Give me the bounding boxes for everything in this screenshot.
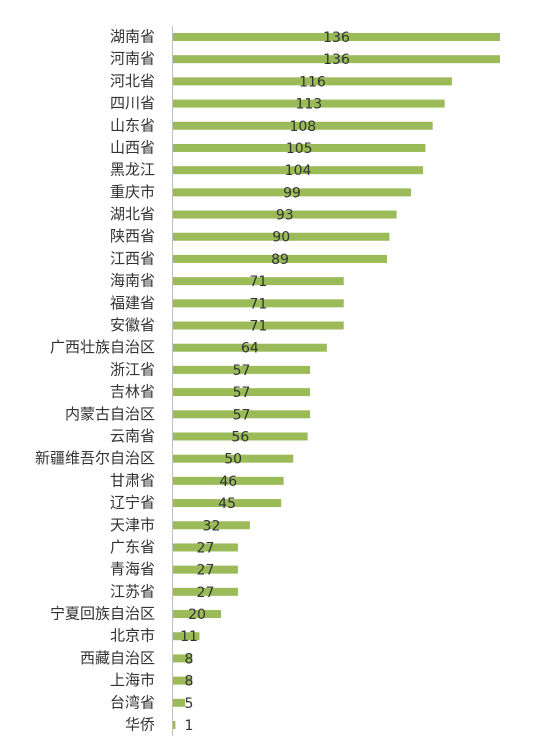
bar [173,654,193,663]
category-label: 四川省 [110,94,155,112]
category-label: 新疆维吾尔自治区 [35,449,155,467]
category-label: 福建省 [110,294,155,312]
category-label: 陕西省 [110,227,155,245]
bar [173,587,238,596]
data-label: 64 [241,341,259,357]
data-label: 27 [197,540,215,556]
bar [173,365,311,374]
bar [173,632,200,641]
data-label: 32 [203,518,221,534]
data-label: 136 [323,52,350,68]
bar [173,432,308,441]
bar [173,499,282,508]
bar [173,166,424,175]
bar [173,543,238,552]
category-label: 山东省 [110,116,155,134]
bar [173,476,284,485]
category-label: 吉林省 [110,383,155,401]
data-label: 136 [323,30,350,46]
bar [173,210,397,219]
category-label: 广西壮族自治区 [50,338,155,356]
bar [173,410,311,419]
category-label: 湖南省 [110,28,155,46]
category-label: 天津市 [110,516,155,534]
data-label: 1 [185,718,194,734]
category-label: 辽宁省 [110,494,155,512]
data-label: 116 [299,74,326,90]
data-label: 27 [197,563,215,579]
bar [173,99,445,108]
data-label: 8 [185,674,194,690]
data-label: 105 [286,141,313,157]
category-label: 宁夏回族自治区 [50,605,155,623]
bar [173,143,426,152]
category-label: 黑龙江 [110,161,155,179]
bar [173,343,327,352]
data-label: 57 [233,385,251,401]
bar [173,698,186,707]
category-label: 江苏省 [110,582,155,600]
bar [173,33,500,41]
bar [173,454,294,463]
data-label: 93 [276,208,294,224]
category-label: 上海市 [110,671,155,689]
bar [173,321,344,330]
data-label: 57 [233,363,251,379]
data-label: 104 [285,163,312,179]
data-label: 50 [224,452,242,468]
bar [173,521,250,530]
bar [173,188,412,197]
bar [173,299,344,308]
category-label: 台湾省 [110,693,155,711]
bar [173,610,222,619]
category-label: 云南省 [110,427,155,445]
category-label: 浙江省 [110,360,155,378]
category-label: 江西省 [110,249,155,267]
category-label: 安徽省 [110,316,155,334]
bar [173,388,311,397]
bar [173,55,500,64]
data-label: 71 [249,296,267,312]
category-label: 海南省 [110,272,155,290]
data-label: 8 [185,651,194,667]
data-label: 11 [180,629,198,645]
data-label: 71 [249,274,267,290]
category-label: 甘肃省 [110,471,155,489]
bar [173,232,390,241]
bar [173,254,387,263]
bar [173,565,238,574]
category-label: 河南省 [110,50,155,68]
data-label: 27 [197,585,215,601]
data-label: 45 [218,496,236,512]
bar [173,676,193,685]
category-label: 广东省 [110,538,155,556]
data-label: 89 [271,252,289,268]
bar [173,721,176,729]
category-label: 华侨 [125,716,155,734]
data-label: 99 [283,185,301,201]
data-label: 46 [219,474,237,490]
data-label: 56 [231,429,249,445]
data-label: 71 [249,319,267,335]
data-label: 5 [185,696,194,712]
category-label: 北京市 [110,627,155,645]
category-label: 重庆市 [110,183,155,201]
category-label: 河北省 [110,72,155,90]
bar [173,77,452,86]
data-label: 113 [295,97,322,113]
data-label: 57 [233,407,251,423]
category-label: 西藏自治区 [80,649,155,667]
category-label: 内蒙古自治区 [65,405,155,423]
category-label: 山西省 [110,138,155,156]
category-label: 青海省 [110,560,155,578]
data-label: 108 [289,119,316,135]
bar [173,121,433,130]
data-label: 90 [272,230,290,246]
bar [173,277,344,286]
data-label: 20 [188,607,206,623]
category-label: 湖北省 [110,205,155,223]
